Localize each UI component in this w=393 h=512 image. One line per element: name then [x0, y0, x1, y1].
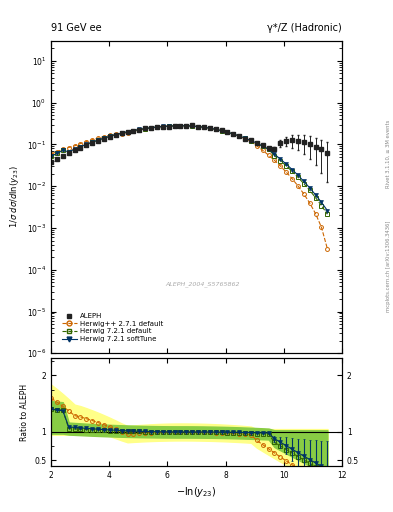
Text: γ*/Z (Hadronic): γ*/Z (Hadronic) — [267, 23, 342, 33]
Y-axis label: $1/\sigma\;d\sigma/d\ln(y_{23})$: $1/\sigma\;d\sigma/d\ln(y_{23})$ — [8, 166, 21, 228]
Text: ALEPH_2004_S5765862: ALEPH_2004_S5765862 — [165, 282, 240, 287]
Text: 91 GeV ee: 91 GeV ee — [51, 23, 102, 33]
Text: Rivet 3.1.10, ≥ 3M events: Rivet 3.1.10, ≥ 3M events — [386, 119, 391, 188]
Text: mcplots.cern.ch [arXiv:1306.3436]: mcplots.cern.ch [arXiv:1306.3436] — [386, 221, 391, 312]
X-axis label: $-\ln(y_{23})$: $-\ln(y_{23})$ — [176, 485, 217, 499]
Y-axis label: Ratio to ALEPH: Ratio to ALEPH — [20, 383, 29, 441]
Legend: ALEPH, Herwig++ 2.7.1 default, Herwig 7.2.1 default, Herwig 7.2.1 softTune: ALEPH, Herwig++ 2.7.1 default, Herwig 7.… — [61, 312, 164, 344]
